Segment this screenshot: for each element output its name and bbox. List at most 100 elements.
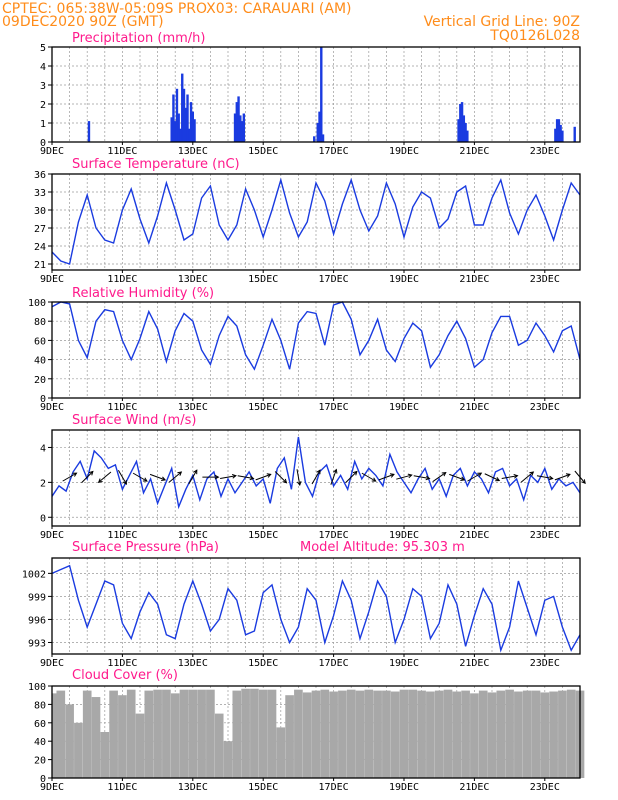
precip-bar bbox=[462, 115, 466, 142]
cloud-bar bbox=[241, 688, 250, 778]
cloud-bar bbox=[346, 689, 356, 778]
panel-title: Surface Pressure (hPa) bbox=[72, 540, 219, 555]
cloud-bar bbox=[505, 689, 514, 778]
wind-arrow-head bbox=[177, 471, 183, 476]
precip-bar bbox=[318, 111, 321, 142]
panels-group: Precipitation (mm/h) 0 1 2 3 4 5 9DEC 11DEC 13DEC… bbox=[22, 31, 586, 793]
cloud-bar bbox=[197, 689, 206, 778]
wind-arrow-head bbox=[389, 473, 395, 478]
precip-bar bbox=[242, 113, 246, 142]
wind-arrow-shaft bbox=[62, 472, 77, 482]
wind-arrow bbox=[432, 471, 447, 483]
cloud-bar bbox=[399, 689, 409, 778]
x-tick-label: 13DEC bbox=[178, 274, 208, 285]
wind-arrow-head bbox=[296, 481, 302, 487]
precip-bar bbox=[184, 107, 187, 142]
panel-0: Precipitation (mm/h) 0 1 2 3 4 5 9DEC 11DEC 13DEC… bbox=[40, 31, 581, 157]
precip-bar bbox=[573, 126, 576, 142]
cloud-bar bbox=[461, 690, 470, 778]
x-tick-label: 19DEC bbox=[389, 146, 419, 157]
x-tick-label: 11DEC bbox=[107, 530, 137, 541]
y-tick-label: 36 bbox=[34, 170, 46, 181]
wind-arrow-head bbox=[142, 477, 148, 482]
wind-arrow-shaft bbox=[467, 472, 482, 482]
x-tick-label: 11DEC bbox=[107, 658, 137, 669]
wind-arrow bbox=[520, 471, 535, 483]
wind-arrow-shaft bbox=[432, 472, 447, 483]
precip-bar bbox=[191, 111, 194, 142]
cloud-bar bbox=[531, 690, 541, 778]
wind-arrow bbox=[168, 471, 183, 483]
panel-title: Cloud Cover (%) bbox=[72, 668, 178, 683]
y-tick-label: 999 bbox=[28, 592, 46, 603]
precip-bar bbox=[460, 102, 464, 142]
wind-arrow-head bbox=[407, 473, 413, 479]
cloud-bar bbox=[214, 713, 224, 778]
wind-arrow-head bbox=[88, 470, 94, 476]
x-tick-label: 23DEC bbox=[530, 530, 560, 541]
wind-arrow bbox=[62, 472, 78, 482]
cloud-bar bbox=[540, 692, 550, 778]
precip-bar bbox=[561, 130, 564, 142]
x-tick-label: 15DEC bbox=[248, 782, 278, 793]
cloud-bar bbox=[417, 690, 426, 778]
y-tick-label: 2 bbox=[40, 100, 46, 111]
panel-title: Precipitation (mm/h) bbox=[72, 31, 205, 46]
wind-arrow-shaft bbox=[501, 475, 518, 480]
series-line bbox=[51, 301, 581, 371]
x-tick-label: 17DEC bbox=[319, 274, 349, 285]
wind-arrow bbox=[396, 473, 413, 480]
precip-bar bbox=[237, 96, 240, 142]
cloud-bar bbox=[496, 690, 506, 778]
panel-2: Relative Humidity (%) 0 20 40 60 80 100 9DEC 11D… bbox=[28, 286, 581, 413]
wind-arrow bbox=[330, 468, 338, 485]
series-line bbox=[51, 564, 581, 653]
cloud-bar bbox=[179, 689, 189, 778]
wind-arrow bbox=[501, 473, 519, 480]
cloud-bar bbox=[109, 690, 118, 778]
x-tick-label: 9DEC bbox=[40, 274, 64, 285]
wind-arrow bbox=[311, 469, 321, 485]
wind-arrow-head bbox=[441, 471, 447, 477]
cloud-bar bbox=[276, 727, 286, 778]
cloud-bar bbox=[329, 691, 338, 778]
x-tick-label: 23DEC bbox=[530, 402, 560, 413]
wind-arrow bbox=[413, 475, 431, 481]
cloud-bar bbox=[206, 689, 215, 778]
precip-bar bbox=[175, 88, 179, 142]
precip-bar bbox=[316, 123, 319, 142]
x-tick-label: 11DEC bbox=[107, 782, 137, 793]
wind-arrow-shaft bbox=[188, 469, 198, 485]
precip-bar bbox=[320, 47, 323, 142]
x-tick-label: 19DEC bbox=[389, 274, 419, 285]
cloud-bar bbox=[549, 691, 558, 778]
precip-bar bbox=[557, 119, 561, 142]
x-tick-label: 13DEC bbox=[178, 658, 208, 669]
wind-arrow bbox=[361, 472, 377, 482]
y-tick-label: 40 bbox=[34, 356, 46, 367]
y-tick-label: 5 bbox=[40, 43, 46, 54]
cloud-bar bbox=[250, 688, 259, 778]
wind-arrow bbox=[97, 471, 112, 483]
precip-bar bbox=[189, 102, 193, 142]
cloud-bar bbox=[74, 722, 83, 778]
panel-title: Relative Humidity (%) bbox=[72, 286, 214, 301]
y-tick-label: 0 bbox=[40, 513, 46, 524]
x-tick-label: 13DEC bbox=[178, 402, 208, 413]
cloud-bar bbox=[56, 690, 66, 778]
cloud-bar bbox=[320, 689, 330, 778]
precip-bar bbox=[179, 128, 182, 142]
wind-arrow-head bbox=[266, 473, 272, 478]
wind-arrow-shaft bbox=[168, 471, 182, 483]
wind-arrow-shaft bbox=[554, 473, 571, 481]
wind-arrow-head bbox=[193, 469, 198, 475]
y-tick-label: 100 bbox=[28, 298, 46, 309]
cloud-bar bbox=[170, 693, 180, 778]
wind-arrow-shaft bbox=[520, 471, 534, 483]
x-tick-label: 15DEC bbox=[248, 146, 278, 157]
x-tick-label: 23DEC bbox=[530, 146, 560, 157]
wind-arrow-head bbox=[72, 472, 78, 477]
x-tick-label: 15DEC bbox=[248, 274, 278, 285]
wind-arrow bbox=[554, 473, 571, 481]
cloud-bar bbox=[522, 690, 532, 778]
